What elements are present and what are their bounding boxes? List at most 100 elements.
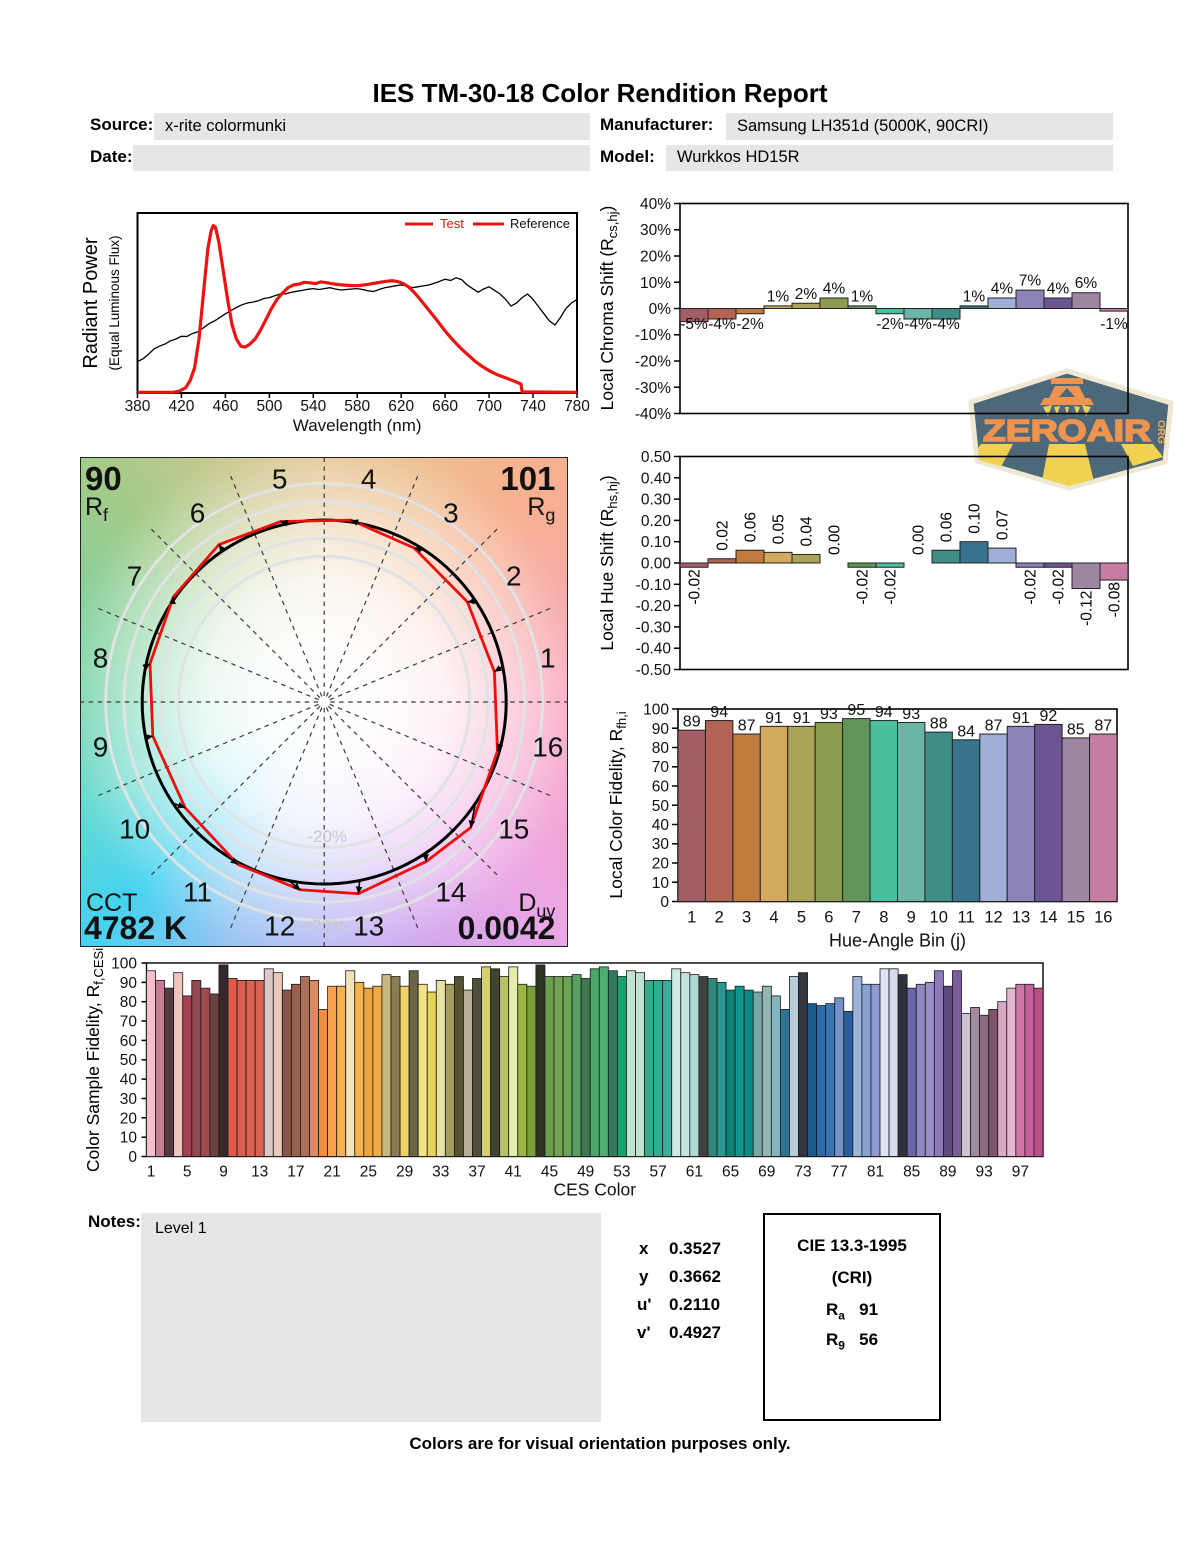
svg-text:-40%: -40% [635, 406, 671, 423]
svg-text:780: 780 [564, 398, 590, 415]
svg-text:Color Sample Fidelity, Rf,CESi: Color Sample Fidelity, Rf,CESi [83, 948, 106, 1172]
svg-text:20: 20 [652, 856, 670, 873]
svg-text:80: 80 [120, 994, 138, 1011]
svg-text:77: 77 [831, 1164, 848, 1181]
svg-text:94: 94 [710, 704, 728, 721]
svg-text:-0.02: -0.02 [855, 569, 872, 604]
svg-text:Test: Test [440, 216, 464, 231]
svg-text:88: 88 [930, 716, 948, 733]
svg-text:4: 4 [360, 463, 376, 494]
svg-text:30: 30 [652, 836, 670, 853]
svg-text:700: 700 [476, 398, 502, 415]
svg-text:87: 87 [985, 718, 1003, 735]
svg-text:87: 87 [1094, 718, 1112, 735]
svg-text:49: 49 [577, 1164, 594, 1181]
svg-text:4%: 4% [1047, 281, 1070, 298]
svg-text:-0.08: -0.08 [1107, 582, 1124, 617]
svg-text:91: 91 [765, 710, 783, 727]
svg-text:89: 89 [683, 714, 701, 731]
svg-text:0.00: 0.00 [827, 524, 844, 555]
svg-text:0.07: 0.07 [995, 510, 1012, 540]
svg-text:101: 101 [500, 460, 555, 497]
svg-text:CES Color: CES Color [553, 1180, 636, 1200]
svg-text:-0.40: -0.40 [636, 641, 672, 658]
svg-text:-0.12: -0.12 [1079, 591, 1096, 626]
svg-text:10: 10 [930, 909, 948, 927]
svg-text:81: 81 [867, 1164, 884, 1181]
svg-text:0.06: 0.06 [939, 512, 956, 542]
svg-text:380: 380 [125, 398, 151, 415]
svg-text:16: 16 [532, 731, 563, 762]
svg-text:90: 90 [652, 721, 670, 738]
svg-text:0.10: 0.10 [967, 503, 984, 534]
svg-text:80: 80 [652, 740, 670, 757]
svg-text:620: 620 [388, 398, 414, 415]
svg-text:0.50: 0.50 [641, 449, 672, 466]
svg-text:CCT: CCT [86, 889, 137, 917]
svg-text:6%: 6% [1075, 275, 1098, 292]
svg-text:-2%: -2% [876, 316, 904, 333]
svg-text:6: 6 [189, 497, 205, 528]
svg-text:100: 100 [643, 702, 669, 719]
svg-text:660: 660 [432, 398, 458, 415]
svg-text:4782 K: 4782 K [84, 910, 187, 946]
svg-text:87: 87 [738, 718, 756, 735]
svg-text:40: 40 [652, 817, 670, 834]
svg-text:3: 3 [443, 497, 459, 528]
svg-text:85: 85 [1067, 721, 1085, 738]
svg-text:20: 20 [120, 1110, 138, 1127]
svg-text:13: 13 [1012, 909, 1030, 927]
svg-text:11: 11 [183, 876, 212, 907]
svg-text:14: 14 [435, 876, 466, 907]
svg-text:70: 70 [120, 1014, 138, 1031]
svg-text:1%: 1% [767, 288, 790, 305]
svg-text:10: 10 [652, 875, 670, 892]
svg-text:61: 61 [686, 1164, 703, 1181]
svg-text:12: 12 [984, 909, 1002, 927]
svg-text:10: 10 [120, 1130, 138, 1147]
svg-text:45: 45 [541, 1164, 558, 1181]
svg-text:70: 70 [652, 759, 670, 776]
svg-text:580: 580 [344, 398, 370, 415]
svg-text:12: 12 [264, 910, 295, 941]
svg-text:95: 95 [847, 702, 865, 719]
svg-text:4%: 4% [823, 281, 846, 298]
svg-text:2: 2 [506, 560, 522, 591]
svg-text:91: 91 [793, 710, 811, 727]
svg-text:0: 0 [660, 894, 669, 911]
svg-text:-5%: -5% [680, 316, 708, 333]
svg-text:Local Color Fidelity, Rfh,i: Local Color Fidelity, Rfh,i [606, 711, 629, 898]
svg-text:14: 14 [1039, 909, 1057, 927]
svg-text:91: 91 [1012, 710, 1030, 727]
svg-text:8: 8 [879, 909, 888, 927]
svg-text:1%: 1% [963, 288, 986, 305]
svg-text:-0.20: -0.20 [636, 598, 672, 615]
svg-text:Wavelength (nm): Wavelength (nm) [293, 416, 422, 435]
svg-text:0.0042: 0.0042 [457, 910, 555, 946]
svg-text:-10%: -10% [635, 327, 671, 344]
svg-text:Radiant Power: Radiant Power [80, 237, 102, 369]
svg-text:29: 29 [396, 1164, 413, 1181]
svg-text:0: 0 [128, 1149, 137, 1166]
svg-text:3: 3 [742, 909, 751, 927]
svg-text:0.02: 0.02 [715, 521, 732, 551]
svg-text:Local Hue Shift (Rhs,hj): Local Hue Shift (Rhs,hj) [597, 475, 620, 650]
svg-text:20%: 20% [640, 249, 671, 266]
svg-text:-0.02: -0.02 [883, 569, 900, 604]
svg-text:30: 30 [120, 1091, 138, 1108]
svg-text:0.04: 0.04 [799, 516, 816, 547]
svg-text:-4%: -4% [708, 316, 736, 333]
svg-text:11: 11 [958, 909, 975, 927]
svg-text:25: 25 [360, 1164, 377, 1181]
svg-text:13: 13 [353, 910, 384, 941]
svg-text:9: 9 [907, 909, 916, 927]
svg-text:0.40: 0.40 [641, 470, 672, 487]
svg-text:-20%: -20% [307, 827, 347, 846]
svg-text:-20%: -20% [635, 354, 671, 371]
svg-text:1: 1 [540, 642, 556, 673]
svg-text:-0.30: -0.30 [636, 619, 672, 636]
svg-text:50: 50 [652, 798, 670, 815]
svg-text:93: 93 [820, 706, 838, 723]
svg-text:85: 85 [903, 1164, 920, 1181]
svg-text:30%: 30% [640, 222, 671, 239]
